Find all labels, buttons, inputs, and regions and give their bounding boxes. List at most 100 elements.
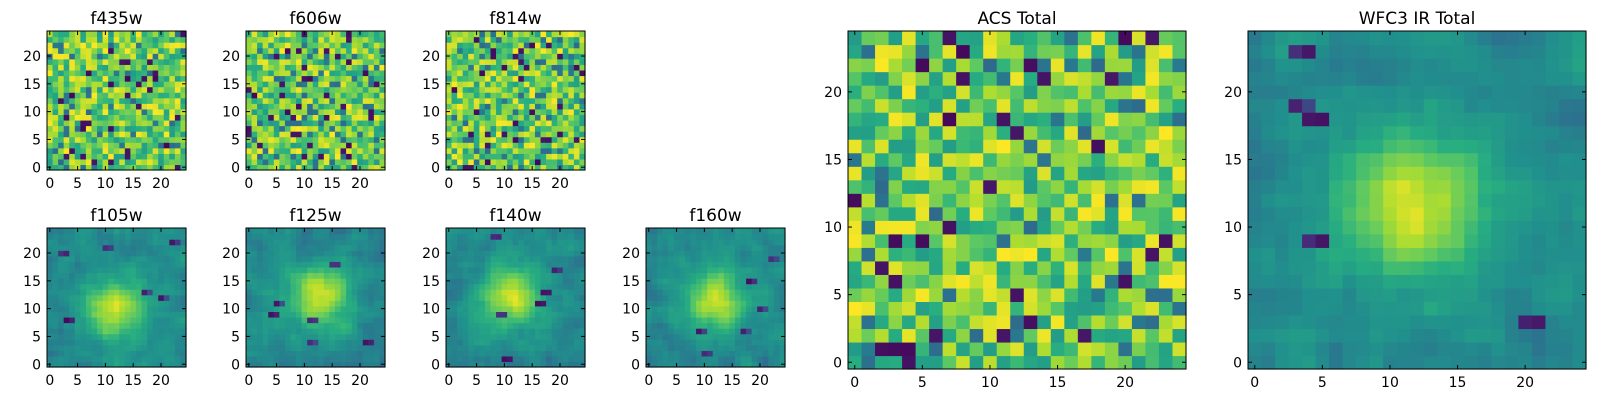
heatmap-cell — [108, 70, 114, 76]
heatmap-cell — [463, 328, 469, 334]
heatmap-cell — [257, 261, 263, 267]
heatmap-cell — [535, 87, 541, 93]
heatmap-cell — [674, 267, 680, 273]
heatmap-cell — [279, 70, 285, 76]
heatmap-cell — [702, 345, 708, 351]
heatmap-cell — [657, 239, 663, 245]
heatmap-cell — [153, 42, 159, 48]
heatmap-cell — [64, 70, 70, 76]
heatmap-cell — [346, 284, 352, 290]
heatmap-cell — [496, 131, 502, 137]
heatmap-cell — [313, 37, 319, 43]
heatmap-cell — [53, 350, 59, 356]
heatmap-cell — [368, 284, 374, 290]
heatmap-cell — [175, 339, 181, 345]
heatmap-cell — [47, 239, 53, 245]
heatmap-cell — [507, 311, 513, 317]
heatmap-cell — [774, 323, 780, 329]
heatmap-cell — [86, 81, 92, 87]
heatmap-cell — [983, 274, 997, 288]
heatmap-cell — [518, 356, 524, 362]
heatmap-cell — [108, 109, 114, 115]
heatmap-cell — [58, 81, 64, 87]
y-tick-label: 0 — [431, 357, 440, 373]
heatmap-cell — [147, 142, 153, 148]
heatmap-cell — [368, 311, 374, 317]
heatmap-cell — [58, 311, 64, 317]
x-tick-label: 15 — [124, 176, 142, 192]
heatmap-cell — [552, 37, 558, 43]
heatmap-cell — [1091, 220, 1105, 234]
y-tick-label: 5 — [32, 329, 41, 345]
heatmap-cell — [563, 284, 569, 290]
heatmap-cell — [363, 300, 369, 306]
heatmap-cell — [552, 250, 558, 256]
heatmap-cell — [103, 295, 109, 301]
heatmap-cell — [257, 250, 263, 256]
heatmap-cell — [490, 228, 496, 234]
heatmap-cell — [75, 256, 81, 262]
heatmap-cell — [646, 317, 652, 323]
heatmap-cell — [507, 300, 513, 306]
heatmap-cell — [513, 261, 519, 267]
heatmap-cell — [752, 278, 758, 284]
heatmap-cell — [125, 70, 131, 76]
heatmap-cell — [757, 328, 763, 334]
heatmap-cell — [86, 142, 92, 148]
heatmap-cell — [490, 261, 496, 267]
heatmap-cell — [279, 250, 285, 256]
heatmap-cell — [374, 53, 380, 59]
heatmap-cell — [657, 256, 663, 262]
heatmap-cell — [114, 31, 120, 37]
heatmap-cell — [64, 148, 70, 154]
heatmap-cell — [302, 350, 308, 356]
heatmap-cell — [175, 245, 181, 251]
heatmap-cell — [329, 272, 335, 278]
heatmap-cell — [175, 137, 181, 143]
heatmap-cell — [746, 295, 752, 301]
heatmap-cell — [524, 98, 530, 104]
heatmap-cell — [97, 92, 103, 98]
heatmap-cell — [943, 315, 957, 329]
heatmap-cell — [86, 126, 92, 132]
heatmap-cell — [279, 245, 285, 251]
heatmap-cell — [329, 64, 335, 70]
heatmap-cell — [474, 70, 480, 76]
heatmap-cell — [103, 126, 109, 132]
heatmap-cell — [346, 334, 352, 340]
heatmap-cell — [696, 311, 702, 317]
heatmap-cell — [468, 289, 474, 295]
heatmap-cell — [318, 278, 324, 284]
heatmap-cell — [557, 334, 563, 340]
heatmap-cell — [69, 48, 75, 54]
heatmap-cell — [563, 64, 569, 70]
heatmap-cell — [103, 142, 109, 148]
heatmap-cell — [685, 339, 691, 345]
heatmap-cell — [707, 334, 713, 340]
heatmap-cell — [357, 245, 363, 251]
heatmap-cell — [956, 261, 970, 275]
panel-title: f125w — [289, 206, 341, 226]
heatmap-cell — [290, 228, 296, 234]
heatmap-cell — [457, 59, 463, 65]
heatmap-cell — [263, 239, 269, 245]
heatmap-cell — [341, 98, 347, 104]
heatmap-cell — [943, 328, 957, 342]
x-tick-label: 0 — [644, 373, 653, 389]
heatmap-cell — [64, 289, 70, 295]
heatmap-cell — [474, 339, 480, 345]
heatmap-cell — [363, 250, 369, 256]
heatmap-cell — [58, 131, 64, 137]
x-tick-label: 10 — [695, 373, 713, 389]
heatmap-cell — [302, 306, 308, 312]
heatmap-cell — [657, 334, 663, 340]
heatmap-cell — [257, 142, 263, 148]
heatmap-cell — [663, 306, 669, 312]
y-tick-label: 20 — [222, 49, 240, 65]
heatmap-cell — [136, 142, 142, 148]
heatmap-cell — [757, 295, 763, 301]
heatmap-cell — [970, 274, 984, 288]
heatmap-cell — [147, 278, 153, 284]
heatmap-cell — [983, 207, 997, 221]
heatmap-cell — [346, 131, 352, 137]
